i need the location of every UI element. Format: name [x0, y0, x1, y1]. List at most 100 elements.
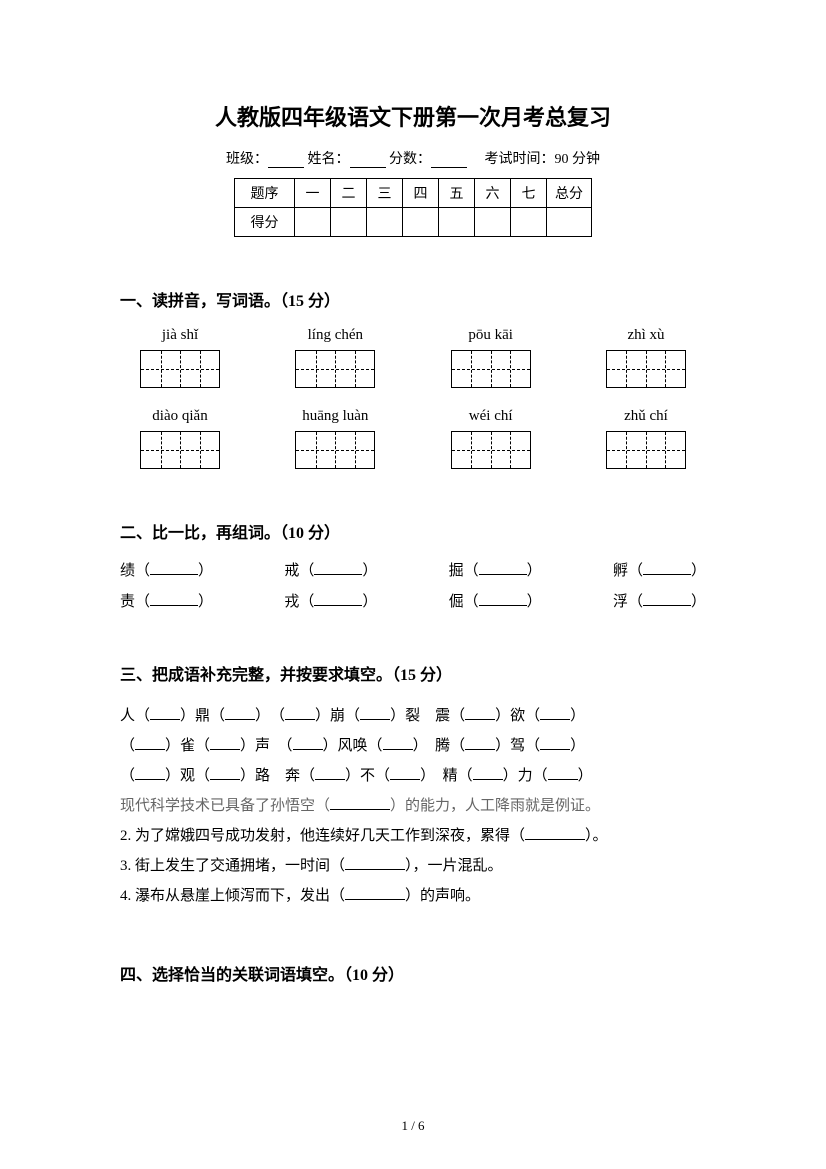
compare-item: 绩（） [120, 559, 213, 580]
blank[interactable] [465, 736, 495, 750]
pinyin-1-4: zhì xù [586, 327, 706, 344]
table-score-row: 得分 [235, 208, 592, 237]
blank[interactable] [330, 796, 390, 810]
blank[interactable] [150, 592, 198, 606]
idiom-line-3: （）观（）路 奔（）不（） 精（）力（） [120, 761, 706, 791]
blank[interactable] [345, 886, 405, 900]
row-label: 得分 [235, 208, 295, 237]
blank[interactable] [643, 561, 691, 575]
char-box[interactable] [140, 431, 220, 469]
blank[interactable] [225, 706, 255, 720]
blank[interactable] [210, 736, 240, 750]
score-cell[interactable] [439, 208, 475, 237]
compare-item: 倔（） [449, 590, 542, 611]
char-box[interactable] [295, 350, 375, 388]
compare-row-1: 绩（） 戒（） 掘（） 孵（） [120, 559, 706, 580]
name-label: 姓名： [308, 152, 350, 167]
idiom-line-7: 4. 瀑布从悬崖上倾泻而下，发出（）的声响。 [120, 881, 706, 911]
idiom-line-5: 2. 为了嫦娥四号成功发射，他连续好几天工作到深夜，累得（）。 [120, 821, 706, 851]
th-5: 五 [439, 179, 475, 208]
pinyin-2-1: diào qiǎn [120, 408, 240, 425]
compare-item: 戎（） [284, 590, 377, 611]
score-cell[interactable] [367, 208, 403, 237]
class-blank[interactable] [268, 152, 304, 168]
th-8: 总分 [547, 179, 592, 208]
score-cell[interactable] [475, 208, 511, 237]
pinyin-2-4: zhǔ chí [586, 408, 706, 425]
blank[interactable] [479, 592, 527, 606]
blank[interactable] [465, 706, 495, 720]
pinyin-1-2: líng chén [275, 327, 395, 344]
th-7: 七 [511, 179, 547, 208]
char-box[interactable] [606, 350, 686, 388]
idiom-line-1: 人（）鼎（） （）崩（）裂 震（）欲（） [120, 701, 706, 731]
blank[interactable] [314, 561, 362, 575]
score-cell[interactable] [547, 208, 592, 237]
char-box[interactable] [140, 350, 220, 388]
score-cell[interactable] [295, 208, 331, 237]
page-title: 人教版四年级语文下册第一次月考总复习 [120, 100, 706, 132]
blank[interactable] [548, 766, 578, 780]
score-cell[interactable] [403, 208, 439, 237]
compare-item: 掘（） [449, 559, 542, 580]
blank[interactable] [540, 706, 570, 720]
th-6: 六 [475, 179, 511, 208]
box-row-1 [120, 350, 706, 388]
th-4: 四 [403, 179, 439, 208]
th-1: 一 [295, 179, 331, 208]
blank[interactable] [345, 856, 405, 870]
blank[interactable] [479, 561, 527, 575]
class-label: 班级： [226, 152, 268, 167]
blank[interactable] [285, 706, 315, 720]
blank[interactable] [314, 592, 362, 606]
blank[interactable] [150, 561, 198, 575]
section-3: 三、把成语补充完整，并按要求填空。（15 分） 人（）鼎（） （）崩（）裂 震（… [120, 661, 706, 911]
compare-item: 责（） [120, 590, 213, 611]
section-4-heading: 四、选择恰当的关联词语填空。（10 分） [120, 961, 706, 985]
score-cell[interactable] [511, 208, 547, 237]
name-blank[interactable] [350, 152, 386, 168]
blank[interactable] [643, 592, 691, 606]
score-blank[interactable] [431, 152, 467, 168]
blank[interactable] [390, 766, 420, 780]
pinyin-1-3: pōu kāi [431, 327, 551, 344]
pinyin-row-1: jià shǐ líng chén pōu kāi zhì xù [120, 327, 706, 344]
compare-item: 浮（） [613, 590, 706, 611]
pinyin-row-2: diào qiǎn huāng luàn wéi chí zhǔ chí [120, 408, 706, 425]
pinyin-2-2: huāng luàn [275, 408, 395, 425]
th-2: 二 [331, 179, 367, 208]
idiom-line-4: 现代科学技术已具备了孙悟空（）的能力，人工降雨就是例证。 [120, 791, 706, 821]
blank[interactable] [383, 736, 413, 750]
blank[interactable] [525, 826, 585, 840]
info-line: 班级： 姓名： 分数： 考试时间：90 分钟 [120, 148, 706, 168]
blank[interactable] [540, 736, 570, 750]
char-box[interactable] [451, 431, 531, 469]
blank[interactable] [293, 736, 323, 750]
section-2-heading: 二、比一比，再组词。（10 分） [120, 519, 706, 543]
blank[interactable] [473, 766, 503, 780]
box-row-2 [120, 431, 706, 469]
score-cell[interactable] [331, 208, 367, 237]
compare-item: 孵（） [613, 559, 706, 580]
blank[interactable] [315, 766, 345, 780]
th-3: 三 [367, 179, 403, 208]
section-1-heading: 一、读拼音，写词语。（15 分） [120, 287, 706, 311]
blank[interactable] [135, 766, 165, 780]
blank[interactable] [135, 736, 165, 750]
score-table: 题序 一 二 三 四 五 六 七 总分 得分 [234, 178, 592, 237]
char-box[interactable] [451, 350, 531, 388]
char-box[interactable] [606, 431, 686, 469]
compare-row-2: 责（） 戎（） 倔（） 浮（） [120, 590, 706, 611]
blank[interactable] [210, 766, 240, 780]
section-2: 二、比一比，再组词。（10 分） 绩（） 戒（） 掘（） 孵（） 责（） 戎（）… [120, 519, 706, 611]
blank[interactable] [150, 706, 180, 720]
char-box[interactable] [295, 431, 375, 469]
compare-item: 戒（） [284, 559, 377, 580]
blank[interactable] [360, 706, 390, 720]
th-0: 题序 [235, 179, 295, 208]
section-4: 四、选择恰当的关联词语填空。（10 分） [120, 961, 706, 985]
score-label: 分数： [389, 152, 431, 167]
idiom-line-6: 3. 街上发生了交通拥堵，一时间（），一片混乱。 [120, 851, 706, 881]
idiom-line-2: （）雀（）声 （）风唤（） 腾（）驾（） [120, 731, 706, 761]
table-header-row: 题序 一 二 三 四 五 六 七 总分 [235, 179, 592, 208]
